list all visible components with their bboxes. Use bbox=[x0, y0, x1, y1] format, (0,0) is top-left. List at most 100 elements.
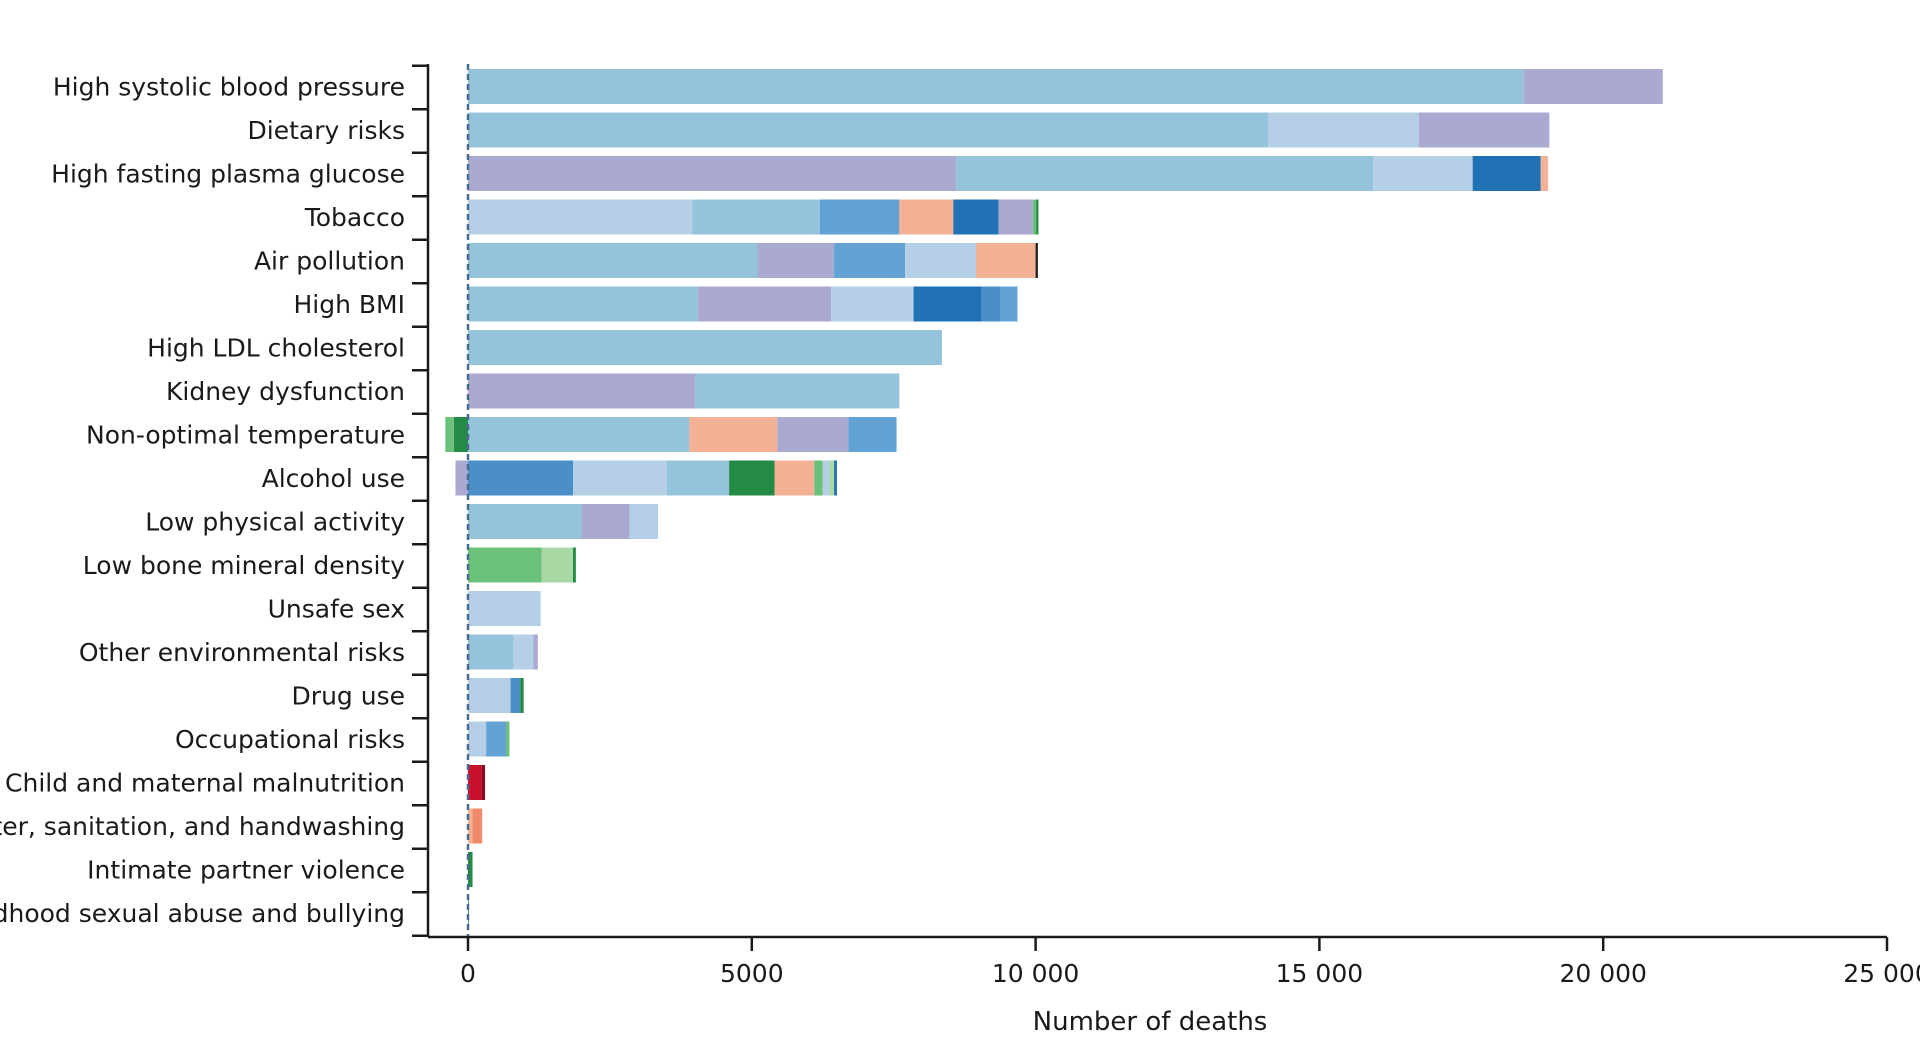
category-label: Low physical activity bbox=[145, 508, 405, 537]
bar-segment bbox=[468, 243, 758, 278]
bar-segment bbox=[468, 330, 942, 365]
bar-segment bbox=[692, 199, 820, 235]
bar-segment bbox=[468, 765, 482, 800]
category-label: High systolic blood pressure bbox=[53, 73, 405, 102]
x-tick-label: 10 000 bbox=[992, 959, 1079, 988]
bar-segment bbox=[829, 460, 835, 496]
bar-segment bbox=[472, 808, 483, 844]
bar-segment bbox=[1000, 286, 1018, 322]
bar-segment bbox=[819, 199, 900, 235]
category-label: Occupational risks bbox=[175, 725, 405, 754]
bar-segment bbox=[573, 547, 576, 583]
bar-segment bbox=[468, 547, 542, 583]
bar-segment bbox=[956, 156, 1374, 191]
bar-segment bbox=[834, 460, 837, 496]
bar-segment bbox=[1418, 112, 1550, 148]
bar-segment bbox=[697, 286, 832, 322]
bar-segment bbox=[774, 460, 815, 496]
x-tick-label: 15 000 bbox=[1276, 959, 1363, 988]
category-label: Alcohol use bbox=[262, 464, 405, 493]
bar-segment bbox=[468, 852, 473, 887]
category-label: Low bone mineral density bbox=[83, 551, 405, 580]
category-label: High fasting plasma glucose bbox=[51, 160, 405, 189]
bar-segment bbox=[1032, 199, 1037, 235]
bar-segment bbox=[510, 678, 521, 713]
bar-segment-negative bbox=[445, 417, 454, 452]
bar-segment bbox=[1472, 156, 1541, 191]
bar-segment bbox=[998, 199, 1033, 235]
category-label: Tobacco bbox=[304, 203, 405, 232]
category-label: Intimate partner violence bbox=[87, 856, 405, 885]
bar-segment bbox=[1523, 69, 1663, 104]
bar-segment bbox=[513, 634, 534, 670]
bar-segment bbox=[1540, 156, 1549, 191]
bar-segment bbox=[822, 460, 830, 496]
bar-segment bbox=[468, 678, 511, 713]
bar-segment bbox=[506, 721, 510, 757]
bar-segment bbox=[1268, 112, 1419, 148]
category-label: Other environmental risks bbox=[79, 638, 405, 667]
bar-segment bbox=[486, 721, 507, 757]
bar-segment bbox=[468, 286, 698, 322]
category-label: Drug use bbox=[292, 682, 405, 711]
bar-segment bbox=[533, 634, 538, 670]
bar-segment bbox=[468, 808, 473, 844]
category-label: Childhood sexual abuse and bullying bbox=[0, 899, 405, 928]
bar-segment bbox=[468, 417, 690, 452]
category-label: Unsafe sex bbox=[268, 595, 405, 624]
bars-layer bbox=[445, 69, 1663, 931]
bar-segment bbox=[468, 634, 514, 670]
bar-segment bbox=[695, 373, 900, 409]
bar-segment bbox=[913, 286, 982, 322]
bar-segment bbox=[468, 721, 487, 757]
category-label: Child and maternal malnutrition bbox=[5, 769, 405, 798]
bar-segment bbox=[629, 504, 659, 539]
bar-segment bbox=[468, 373, 696, 409]
bar-segment bbox=[689, 417, 778, 452]
bar-segment bbox=[953, 199, 999, 235]
bar-segment bbox=[666, 460, 730, 496]
axes-layer bbox=[412, 64, 1889, 951]
bar-segment bbox=[777, 417, 849, 452]
bar-segment bbox=[899, 199, 954, 235]
bar-segment bbox=[468, 460, 574, 496]
bar-segment bbox=[541, 547, 574, 583]
bar-segment bbox=[729, 460, 775, 496]
x-tick-label: 5000 bbox=[720, 959, 784, 988]
bar-segment bbox=[481, 765, 486, 800]
bar-segment bbox=[468, 69, 1524, 104]
bar-segment bbox=[905, 243, 976, 278]
category-label: High LDL cholesterol bbox=[147, 334, 405, 363]
x-tick-label: 25 000 bbox=[1843, 959, 1920, 988]
bar-segment bbox=[468, 895, 469, 931]
bar-segment bbox=[981, 286, 1001, 322]
bar-segment bbox=[848, 417, 897, 452]
x-axis-title: Number of deaths bbox=[1033, 1007, 1268, 1034]
x-tick-label: 0 bbox=[460, 959, 476, 988]
bar-segment bbox=[468, 591, 541, 626]
category-label: Kidney dysfunction bbox=[166, 377, 405, 406]
bar-segment-negative bbox=[455, 460, 468, 496]
bar-segment bbox=[976, 243, 1036, 278]
bar-segment bbox=[581, 504, 630, 539]
bar-segment bbox=[1035, 243, 1038, 278]
labels-layer: High systolic blood pressure Dietary risk… bbox=[0, 73, 1920, 989]
bar-segment bbox=[468, 112, 1269, 148]
bar-segment bbox=[1036, 199, 1039, 235]
bar-segment bbox=[831, 286, 914, 322]
category-label: Air pollution bbox=[254, 247, 405, 276]
bar-segment bbox=[468, 156, 957, 191]
bar-segment bbox=[814, 460, 823, 496]
bar-segment bbox=[520, 678, 524, 713]
category-label: Non-optimal temperature bbox=[86, 421, 405, 450]
x-tick-label: 20 000 bbox=[1559, 959, 1646, 988]
bar-segment-negative bbox=[453, 417, 468, 452]
bar-segment bbox=[468, 504, 582, 539]
category-label: High BMI bbox=[294, 290, 406, 319]
bar-segment bbox=[468, 199, 693, 235]
bar-segment bbox=[834, 243, 906, 278]
category-label: Unsafe water, sanitation, and handwashin… bbox=[0, 812, 405, 841]
bar-segment bbox=[573, 460, 667, 496]
